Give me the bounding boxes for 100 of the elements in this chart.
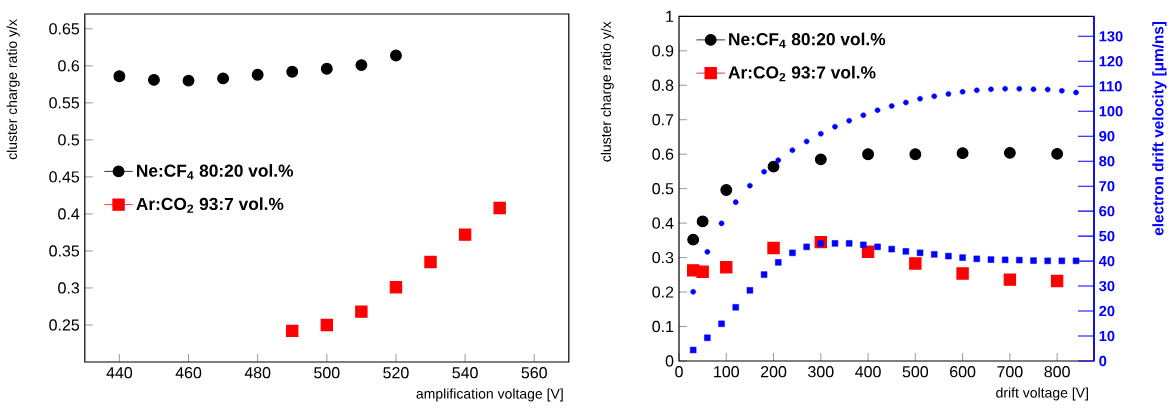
point: [959, 254, 966, 261]
point: [903, 99, 909, 106]
y2-tick-label: 90: [1099, 131, 1115, 142]
y2-tick-label: 120: [1099, 56, 1123, 67]
point: [761, 168, 767, 175]
point: [1030, 86, 1037, 93]
y2-axis-title: electron drift velocity [μm/ns]: [1152, 21, 1167, 236]
point: [909, 257, 922, 270]
x-tick-label: 500: [314, 367, 340, 379]
point: [320, 62, 333, 75]
point: [832, 123, 838, 130]
y-tick-label: 0.1: [652, 320, 674, 333]
y2-tick-label: 0: [1099, 355, 1107, 367]
point: [959, 88, 966, 95]
point: [987, 256, 995, 263]
y2-tick-label: 20: [1099, 305, 1115, 317]
y2-tick-label: 10: [1099, 330, 1115, 342]
point: [789, 147, 796, 154]
point: [909, 148, 922, 161]
point: [956, 147, 969, 160]
point: [988, 86, 994, 93]
y2-tick-label: 60: [1099, 205, 1115, 217]
y-tick-label: 0.6: [58, 60, 80, 72]
point: [732, 199, 739, 205]
x-tick-label: 520: [383, 367, 409, 379]
point: [718, 320, 725, 327]
point: [973, 87, 980, 94]
x-tick-label: 460: [175, 367, 202, 379]
x-tick-label: 100: [714, 366, 739, 378]
x-tick-label: 400: [855, 366, 881, 378]
point: [874, 243, 881, 251]
point: [931, 251, 938, 258]
point: [1003, 146, 1016, 159]
point: [818, 130, 824, 137]
point: [888, 245, 895, 253]
point: [424, 255, 437, 269]
point: [732, 304, 739, 311]
point: [767, 160, 780, 173]
y-tick-label: 0.2: [652, 286, 674, 298]
point: [689, 346, 697, 354]
y-tick-label: 0.3: [58, 282, 80, 294]
point: [747, 182, 753, 189]
point: [916, 249, 924, 257]
point: [286, 65, 299, 78]
legend-label: Ar:CO$_{2}$ 93:7 vol.%: [728, 65, 876, 82]
point: [789, 249, 796, 257]
y-tick-label: 0.6: [652, 148, 674, 160]
point: [814, 153, 827, 166]
point: [817, 240, 825, 247]
point: [775, 157, 782, 163]
point: [860, 112, 867, 119]
point: [874, 107, 881, 114]
point: [1059, 87, 1065, 94]
x-tick-label: 800: [1044, 366, 1070, 378]
y-tick-label: 0.8: [652, 79, 674, 91]
legend-label: Ar:CO$_{2}$ 93:7 vol.%: [136, 197, 284, 213]
y-tick-label: 0.55: [49, 97, 80, 109]
point: [861, 245, 875, 258]
point: [704, 334, 711, 341]
y-tick-label: 0.45: [49, 171, 80, 183]
point: [888, 103, 895, 109]
point: [803, 138, 810, 145]
y2-tick-label: 40: [1098, 255, 1115, 267]
point: [720, 184, 733, 196]
point: [1051, 147, 1064, 160]
point: [704, 249, 711, 255]
point: [1050, 274, 1064, 288]
y-axis-title: cluster charge ratio y/x: [600, 21, 614, 162]
y-tick-label: 0.35: [49, 245, 80, 257]
point: [945, 252, 952, 260]
y-tick-label: 0.5: [58, 134, 80, 146]
x-tick-label: 0: [675, 366, 683, 378]
x-tick-label: 540: [452, 367, 478, 379]
point: [746, 287, 754, 294]
x-tick-label: 600: [950, 366, 976, 378]
point: [803, 243, 810, 251]
point: [320, 318, 334, 332]
point: [1044, 257, 1051, 265]
point: [902, 248, 910, 255]
y-axis-title: cluster charge ratio y/x: [6, 19, 20, 160]
point: [355, 59, 368, 72]
y2-tick-label: 110: [1099, 81, 1122, 92]
y-tick-label: 1: [666, 10, 674, 22]
point: [862, 148, 874, 161]
point: [767, 241, 780, 255]
point: [687, 233, 700, 246]
point: [945, 91, 952, 97]
y2-tick-label: 70: [1099, 180, 1115, 192]
y2-tick-label: 80: [1099, 156, 1115, 167]
legend-label: Ne:CF$_{4}$ 80:20 vol.%: [729, 32, 886, 48]
point: [113, 70, 126, 83]
point: [1058, 257, 1066, 265]
point: [251, 68, 264, 81]
y-tick-label: 0.9: [652, 45, 674, 57]
point: [355, 305, 368, 318]
y2-tick-label: 130: [1099, 31, 1123, 42]
point: [1030, 257, 1037, 264]
x-tick-label: 700: [997, 366, 1023, 378]
point: [720, 261, 733, 274]
y2-tick-label: 30: [1099, 280, 1115, 292]
